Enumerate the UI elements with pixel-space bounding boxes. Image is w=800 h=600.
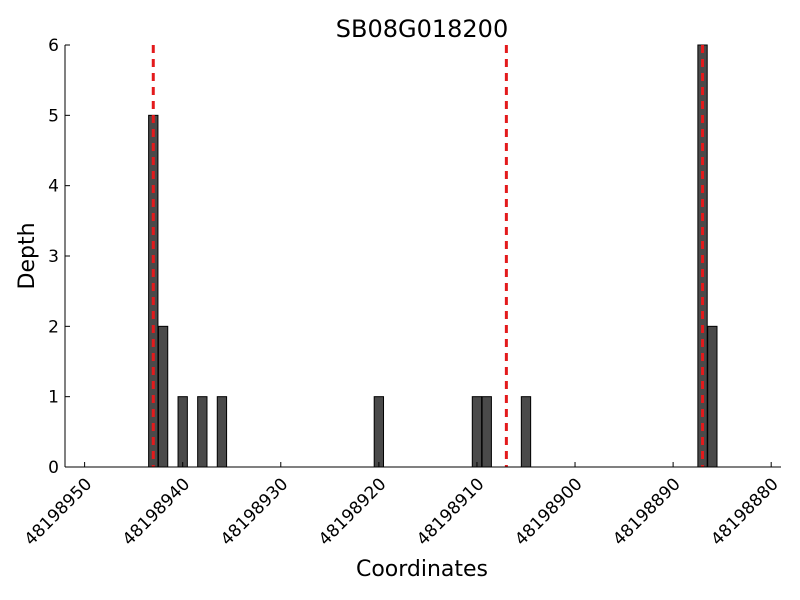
y-axis-title: Depth: [15, 222, 40, 289]
chart-title: SB08G018200: [336, 15, 508, 43]
bar-8: [520, 396, 532, 468]
y-tick-label-4: 4: [48, 177, 59, 197]
x-tick-label-3: 48198920: [315, 474, 390, 549]
plot-area: 0 1 2 3 4 5 6 48198950 48198940 48198930 48198920 4…: [21, 36, 783, 550]
bar-1: [157, 325, 169, 468]
x-axis-title: Coordinates: [356, 557, 488, 582]
bar-4: [216, 396, 228, 468]
bar-3: [197, 396, 208, 468]
y-tick-label-6: 6: [48, 36, 59, 56]
y-tick-label-5: 5: [48, 106, 59, 126]
y-tick-label-3: 3: [48, 247, 59, 267]
x-tick-label-1: 48198940: [119, 474, 194, 549]
bar-2: [177, 396, 188, 468]
x-tick-label-6: 48198890: [609, 474, 684, 549]
x-tick-label-7: 48198880: [707, 474, 782, 549]
bar-5: [373, 396, 385, 468]
bar-6: [471, 396, 483, 468]
x-tick-label-2: 48198930: [217, 474, 292, 549]
x-tick-label-5: 48198900: [511, 474, 586, 549]
y-tick-label-0: 0: [48, 458, 59, 478]
bar-7: [481, 396, 492, 468]
y-tick-label-1: 1: [48, 388, 59, 408]
y-tick-label-2: 2: [48, 317, 59, 337]
x-tick-label-0: 48198950: [21, 474, 96, 549]
x-tick-label-4: 48198910: [413, 474, 488, 549]
bar-10: [707, 325, 718, 468]
